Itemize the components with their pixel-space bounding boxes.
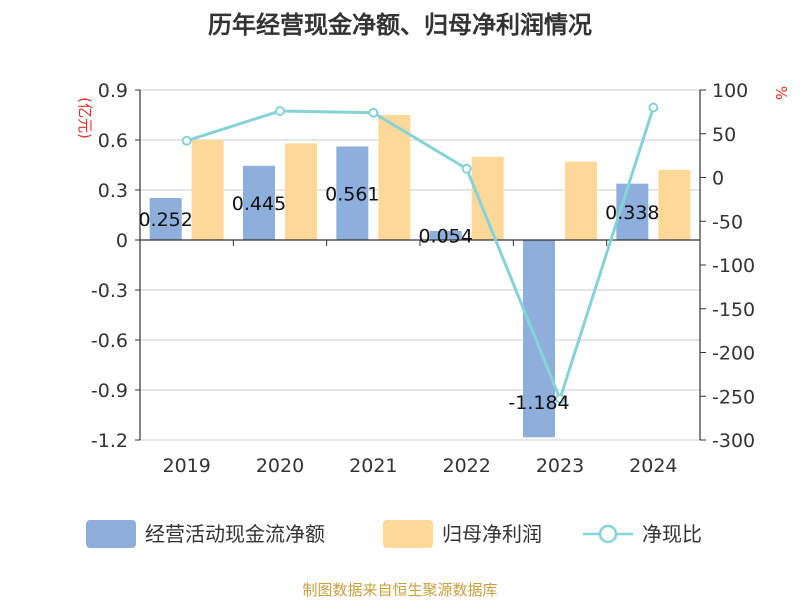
legend-swatch-netprofit bbox=[383, 520, 433, 548]
x-category-label: 2020 bbox=[256, 455, 304, 477]
left-axis-ticks: 0.9 0.6 0.3 0 -0.3 -0.6 -0.9 -1.2 bbox=[91, 80, 140, 452]
bar-cashflow bbox=[336, 146, 369, 240]
bar-netprofit bbox=[565, 161, 597, 240]
axes bbox=[139, 90, 701, 440]
bar-netprofit bbox=[658, 170, 691, 240]
ratio-point bbox=[555, 393, 565, 404]
ratio-point bbox=[368, 107, 379, 118]
x-category-label: 2022 bbox=[442, 455, 490, 477]
left-tick-label: -0.9 bbox=[91, 380, 128, 402]
right-tick-label: -300 bbox=[712, 430, 755, 452]
data-labels: 0.252 0.445 0.561 0.054 -1.184 0.338 bbox=[138, 183, 659, 414]
right-tick-label: -150 bbox=[712, 299, 755, 321]
left-tick-label: 0.3 bbox=[98, 180, 128, 202]
legend-swatch-cashflow bbox=[86, 520, 136, 548]
cashflow-value-label: 0.561 bbox=[325, 183, 379, 205]
legend-marker-ratio bbox=[598, 524, 618, 544]
cashflow-value-label: -1.184 bbox=[508, 392, 569, 414]
ratio-line-path bbox=[186, 107, 655, 404]
right-axis-ticks: 100 50 0 -50 -100 -150 -200 -250 -300 bbox=[700, 80, 755, 452]
right-axis-unit: % bbox=[772, 86, 790, 100]
source-note: 制图数据来自恒生聚源数据库 bbox=[302, 581, 497, 599]
bar-netprofit bbox=[471, 156, 504, 240]
right-tick-label: -50 bbox=[712, 211, 743, 233]
ratio-point bbox=[648, 102, 659, 113]
bar-cashflow bbox=[149, 198, 182, 240]
left-tick-label: 0.6 bbox=[98, 130, 128, 152]
x-axis-categories: 2019 2020 2021 2022 2023 2024 bbox=[162, 455, 677, 477]
legend-label-netprofit: 归母净利润 bbox=[442, 522, 542, 546]
bar-cashflow bbox=[523, 240, 555, 438]
cashflow-value-label: 0.252 bbox=[138, 209, 192, 231]
ratio-line bbox=[181, 102, 659, 404]
right-tick-label: 0 bbox=[712, 168, 724, 190]
right-tick-label: 50 bbox=[712, 124, 736, 146]
x-category-label: 2019 bbox=[162, 455, 210, 477]
bar-netprofit bbox=[285, 143, 317, 240]
x-category-label: 2023 bbox=[536, 455, 584, 477]
ratio-point bbox=[181, 135, 192, 146]
left-tick-label: 0.9 bbox=[98, 80, 128, 102]
grid-lines bbox=[140, 89, 700, 441]
bar-cashflow bbox=[616, 183, 649, 240]
x-category-label: 2024 bbox=[629, 455, 677, 477]
ratio-point bbox=[461, 163, 472, 174]
left-tick-label: -0.3 bbox=[91, 280, 128, 302]
bars bbox=[149, 115, 691, 438]
chart-title: 历年经营现金净额、归母净利润情况 bbox=[208, 11, 592, 39]
legend: 经营活动现金流净额 归母净利润 净现比 bbox=[86, 520, 702, 548]
bar-cashflow bbox=[429, 231, 462, 240]
right-tick-label: 100 bbox=[712, 80, 748, 102]
legend-label-ratio: 净现比 bbox=[642, 522, 702, 546]
cashflow-value-label: 0.338 bbox=[605, 202, 659, 224]
left-tick-label: -1.2 bbox=[91, 430, 128, 452]
bar-netprofit bbox=[191, 140, 224, 240]
bar-netprofit bbox=[378, 115, 411, 240]
x-category-label: 2021 bbox=[349, 455, 397, 477]
ratio-point bbox=[275, 106, 285, 116]
cashflow-value-label: 0.445 bbox=[232, 193, 286, 215]
right-tick-label: -200 bbox=[712, 343, 755, 365]
left-tick-label: -0.6 bbox=[91, 330, 128, 352]
right-tick-label: -250 bbox=[712, 386, 755, 408]
right-tick-label: -100 bbox=[712, 255, 755, 277]
legend-label-cashflow: 经营活动现金流净额 bbox=[145, 522, 325, 546]
cashflow-value-label: 0.054 bbox=[418, 226, 472, 248]
bar-cashflow bbox=[243, 165, 275, 240]
left-tick-label: 0 bbox=[116, 230, 128, 252]
left-axis-unit: (亿元) bbox=[76, 97, 94, 139]
